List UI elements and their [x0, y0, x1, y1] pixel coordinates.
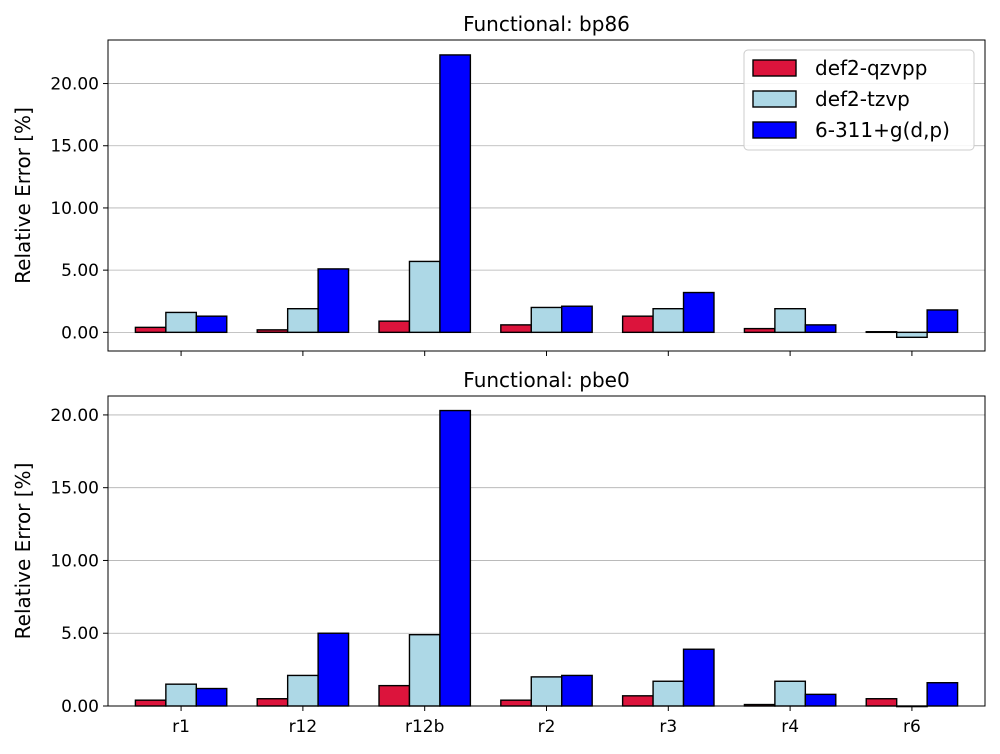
bar-def2-tzvp-r3: [652, 680, 685, 707]
bar-def2-tzvp-r12: [286, 308, 319, 334]
subplot-1: 0.00 5.00 10.00 15.00 20.00 Functional: bp86 R…: [11, 12, 986, 356]
chart-title: Functional: pbe0: [463, 368, 629, 392]
bar-6-311-g-d-p--r6: [926, 682, 959, 707]
bar-def2-qzvpp-r6: [865, 331, 898, 334]
y-axis-label: Relative Error [%]: [11, 463, 35, 640]
bar-6-311-g-d-p--r1: [195, 687, 228, 707]
legend-swatch: [752, 90, 797, 108]
bar-def2-qzvpp-r12: [256, 698, 289, 707]
bar-def2-qzvpp-r3: [621, 315, 654, 334]
bar-def2-tzvp-r3: [652, 308, 685, 334]
bar-6-311-g-d-p--r2: [561, 305, 593, 334]
bar-6-311-g-d-p--r4: [804, 693, 837, 707]
bar-def2-qzvpp-r1: [134, 699, 167, 707]
bar-6-311-g-d-p--r3: [682, 648, 715, 707]
x-tick-label: r12b: [405, 717, 444, 737]
y-tick-label: 0.00: [61, 697, 99, 717]
y-tick-label: 10.00: [50, 551, 99, 571]
y-tick-label: 5.00: [61, 261, 99, 281]
bar-def2-tzvp-r12b: [408, 633, 441, 707]
bar-def2-qzvpp-r12: [256, 329, 289, 334]
x-tick-label: r4: [781, 717, 799, 737]
bar-def2-tzvp-r12: [286, 674, 319, 707]
bar-def2-qzvpp-r2: [500, 699, 532, 707]
x-tick-label: r6: [903, 717, 921, 737]
legend-label: def2-tzvp: [815, 87, 910, 111]
bar-def2-qzvpp-r4: [743, 327, 776, 334]
bar-def2-qzvpp-r6: [865, 698, 898, 707]
y-tick-label: 15.00: [50, 137, 99, 157]
x-tick-label: r3: [659, 717, 677, 737]
y-tick-label: 0.00: [61, 323, 99, 343]
bar-6-311-g-d-p--r3: [682, 291, 715, 334]
bar-def2-tzvp-r2: [530, 306, 563, 334]
bar-6-311-g-d-p--r12: [317, 632, 350, 707]
bar-6-311-g-d-p--r12: [317, 268, 350, 334]
y-tick-label: 10.00: [50, 199, 99, 219]
legend-swatch: [752, 59, 797, 77]
bar-6-311-g-d-p--r12b: [439, 54, 472, 334]
x-tick-label: r2: [538, 717, 556, 737]
y-tick-label: 20.00: [50, 406, 99, 426]
axes-frame: [107, 395, 986, 707]
legend-label: def2-qzvpp: [815, 56, 927, 80]
axes-frame: [107, 39, 986, 352]
x-tick-label: r1: [172, 717, 190, 737]
y-tick-label: 15.00: [50, 479, 99, 499]
bar-6-311-g-d-p--r6: [926, 309, 959, 334]
subplot-2: 0.00 5.00 10.00 15.00 20.00 r1 r12 r12b r2 r3 r4 r6…: [11, 368, 986, 737]
bar-6-311-g-d-p--r4: [804, 324, 837, 334]
bar-def2-qzvpp-r2: [500, 324, 532, 334]
x-tick-label: r12: [289, 717, 318, 737]
bar-6-311-g-d-p--r1: [195, 315, 228, 334]
bar-def2-qzvpp-r3: [621, 695, 654, 707]
legend-label: 6-311+g(d,p): [815, 118, 950, 142]
legend-swatch: [752, 121, 797, 139]
y-tick-label: 20.00: [50, 75, 99, 95]
legend: def2-qzvpp def2-tzvp 6-311+g(d,p): [743, 49, 975, 151]
y-tick-label: 5.00: [61, 624, 99, 644]
bar-def2-qzvpp-r1: [134, 326, 167, 334]
bar-6-311-g-d-p--r12b: [439, 409, 472, 707]
bar-def2-qzvpp-r12b: [378, 684, 411, 707]
bar-def2-qzvpp-r12b: [378, 320, 411, 334]
bar-def2-tzvp-r4: [774, 308, 807, 334]
legend-box: [743, 49, 975, 151]
bar-def2-tzvp-r12b: [408, 260, 441, 334]
bar-def2-tzvp-r1: [165, 311, 198, 334]
y-axis-label: Relative Error [%]: [11, 107, 35, 284]
bar-def2-tzvp-r4: [774, 680, 807, 707]
bar-6-311-g-d-p--r2: [561, 674, 593, 707]
bar-def2-tzvp-r1: [165, 683, 198, 707]
chart-title: Functional: bp86: [463, 12, 630, 36]
bar-def2-tzvp-r2: [530, 676, 563, 707]
bar-def2-tzvp-r6: [895, 331, 928, 339]
